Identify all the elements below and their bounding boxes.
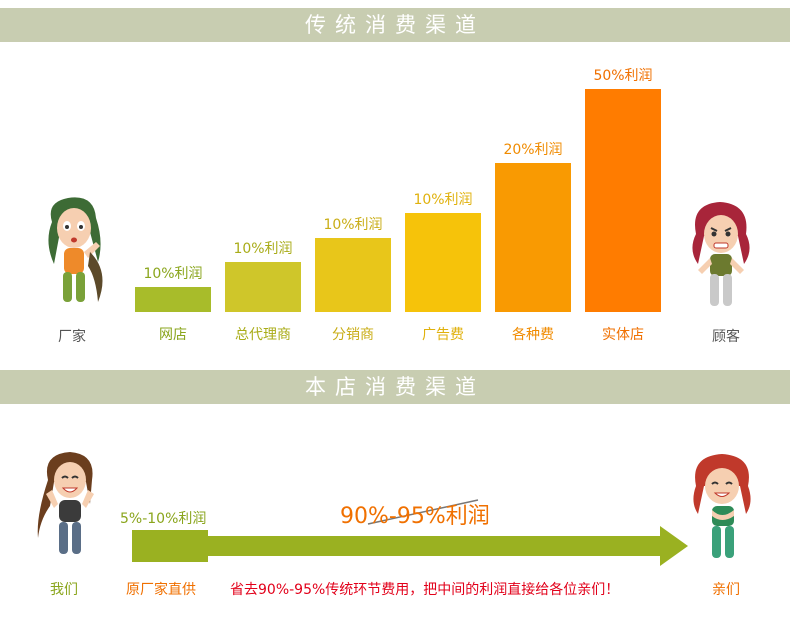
strike-through-line (367, 499, 479, 525)
arrow-start-label: 5%-10%利润 (120, 511, 207, 527)
manufacturer-label: 厂家 (58, 329, 86, 345)
arrow-start-block (132, 530, 208, 562)
customer-label: 顾客 (712, 329, 740, 345)
bar-value-label-4: 20%利润 (503, 142, 563, 159)
traditional-channel-title: 传统消费渠道 (0, 8, 790, 42)
manufacturer-character-icon (48, 197, 103, 302)
category-label-5: 实体店 (602, 327, 644, 343)
customer-character-icon (692, 202, 750, 306)
category-label-0: 网店 (159, 327, 187, 343)
bar-4 (495, 163, 571, 312)
bar-value-label-3: 10%利润 (413, 191, 473, 208)
bar-value-label-2: 10%利润 (323, 216, 383, 233)
bar-5 (585, 88, 661, 312)
bar-value-label-5: 50%利润 (593, 67, 653, 84)
category-label-4: 各种费 (512, 327, 554, 343)
bar-value-label-0: 10%利润 (143, 266, 203, 283)
bar-2 (315, 237, 391, 312)
crossed-out-profit-label: 90%-95%利润 (340, 504, 490, 529)
bar-1 (225, 262, 301, 312)
category-label-3: 广告费 (422, 327, 464, 343)
category-label-2: 分销商 (332, 327, 374, 343)
direct-supply-label: 原厂家直供 (126, 582, 196, 598)
bar-value-label-1: 10%利润 (233, 241, 293, 258)
arrow-shaft (208, 536, 660, 556)
bar-0 (135, 287, 211, 312)
arrow-head (660, 526, 688, 566)
dear-customer-label: 亲们 (712, 582, 740, 598)
our-character-icon (37, 452, 94, 554)
bar-3 (405, 212, 481, 312)
savings-message: 省去90%-95%传统环节费用，把中间的利润直接给各位亲们！ (230, 582, 620, 598)
store-channel-title: 本店消费渠道 (0, 370, 790, 404)
dear-customer-character-icon (693, 454, 751, 558)
category-label-1: 总代理商 (235, 327, 291, 343)
our-label: 我们 (50, 582, 78, 598)
